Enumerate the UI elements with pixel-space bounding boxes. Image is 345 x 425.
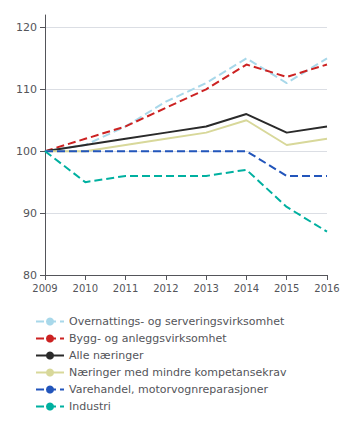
svg-text:110: 110 <box>16 83 37 96</box>
svg-text:80: 80 <box>23 269 37 282</box>
svg-text:Bygg- og anleggsvirksomhet: Bygg- og anleggsvirksomhet <box>69 332 227 345</box>
svg-text:2015: 2015 <box>274 283 299 294</box>
svg-text:2012: 2012 <box>153 283 178 294</box>
svg-text:Industri: Industri <box>69 400 111 413</box>
svg-text:2016: 2016 <box>314 283 339 294</box>
svg-text:2014: 2014 <box>234 283 259 294</box>
svg-text:2013: 2013 <box>193 283 218 294</box>
svg-text:2010: 2010 <box>73 283 98 294</box>
svg-text:Alle næringer: Alle næringer <box>69 349 144 362</box>
svg-text:Næringer med mindre kompetanse: Næringer med mindre kompetansekrav <box>69 366 287 379</box>
svg-text:90: 90 <box>23 207 37 220</box>
svg-text:Overnattings- og serveringsvir: Overnattings- og serveringsvirksomhet <box>69 315 285 328</box>
svg-text:2011: 2011 <box>113 283 138 294</box>
svg-text:120: 120 <box>16 21 37 34</box>
svg-text:2009: 2009 <box>32 283 57 294</box>
svg-text:Varehandel, motorvognreparasjo: Varehandel, motorvognreparasjoner <box>69 383 268 396</box>
svg-text:100: 100 <box>16 145 37 158</box>
